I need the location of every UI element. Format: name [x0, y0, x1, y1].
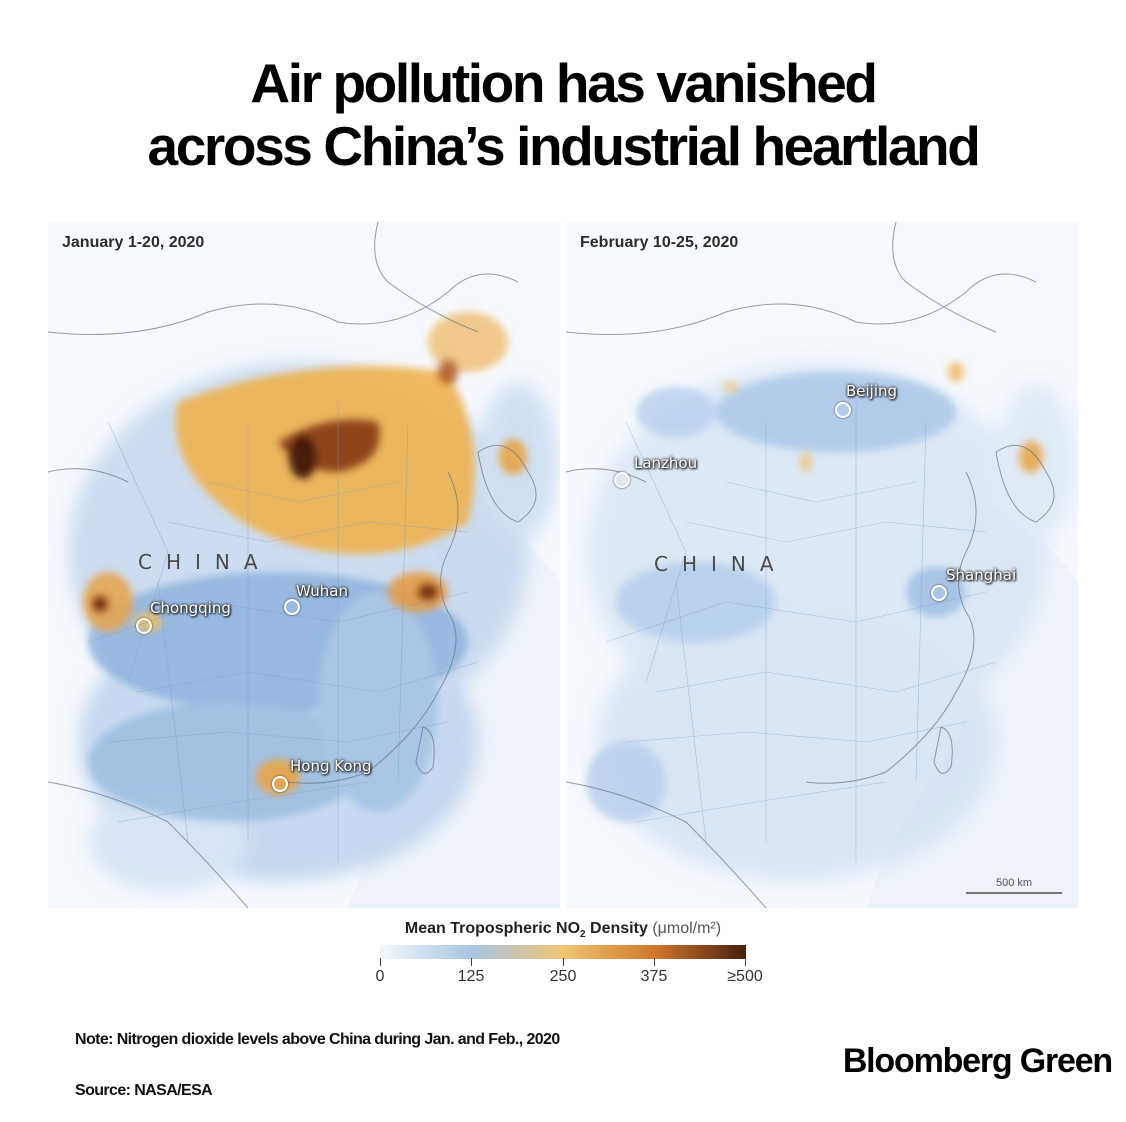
map-february-graphic [566, 222, 1078, 908]
city-marker-shanghai[interactable] [931, 585, 947, 601]
brand-logo-text: Bloomberg Green [842, 1042, 1113, 1080]
city-label-chongqing: Chongqing [150, 599, 231, 617]
legend-tick [745, 958, 746, 966]
city-label-shanghai: Shanghai [946, 566, 1017, 584]
legend-value-125: 125 [457, 968, 485, 985]
legend-title-rest: Density [585, 920, 648, 937]
city-marker-beijing[interactable] [835, 402, 851, 418]
map-february: February 10-25, 2020 CHINA Beijing Lanzh… [566, 222, 1078, 908]
legend-value-375: 375 [640, 968, 668, 985]
legend-title-subscript: 2 [580, 929, 586, 941]
legend-tick [380, 958, 381, 966]
headline-line-2: across China’s industrial heartland [147, 115, 981, 177]
city-marker-chongqing[interactable] [136, 618, 152, 634]
city-label-hong-kong: Hong Kong [290, 757, 372, 775]
legend-value-500: ≥500 [727, 968, 763, 985]
legend-tick [563, 958, 564, 966]
scale-bar: 500 km [966, 877, 1062, 894]
footnote: Note: Nitrogen dioxide levels above Chin… [75, 1031, 560, 1048]
city-marker-wuhan[interactable] [284, 599, 300, 615]
country-label-china: CHINA [138, 550, 272, 574]
legend-value-250: 250 [549, 968, 577, 985]
city-label-wuhan: Wuhan [296, 582, 349, 600]
city-marker-hong-kong[interactable] [272, 776, 288, 792]
map-date-label: January 1-20, 2020 [62, 234, 205, 251]
map-january-graphic [48, 222, 560, 908]
legend-tick [654, 958, 655, 966]
legend-color-bar [380, 945, 746, 959]
map-january: January 1-20, 2020 CHINA Wuhan Chongqing… [48, 222, 560, 908]
city-label-lanzhou: Lanzhou [634, 454, 698, 472]
headline: Air pollution has vanished across China’… [0, 52, 1126, 178]
source-credit: Source: NASA/ESA [75, 1082, 213, 1099]
country-label-china: CHINA [654, 552, 788, 576]
legend-title: Mean Tropospheric NO2 Density (μmol/m²) [0, 920, 1126, 940]
legend-unit: (μmol/m²) [652, 920, 722, 937]
map-date-label: February 10-25, 2020 [580, 234, 739, 251]
legend-tick [471, 958, 472, 966]
city-label-beijing: Beijing [846, 382, 898, 400]
headline-line-1: Air pollution has vanished [250, 52, 878, 114]
legend-title-main: Mean Tropospheric NO [404, 920, 581, 937]
legend-value-0: 0 [375, 968, 385, 985]
city-marker-lanzhou[interactable] [614, 472, 630, 488]
